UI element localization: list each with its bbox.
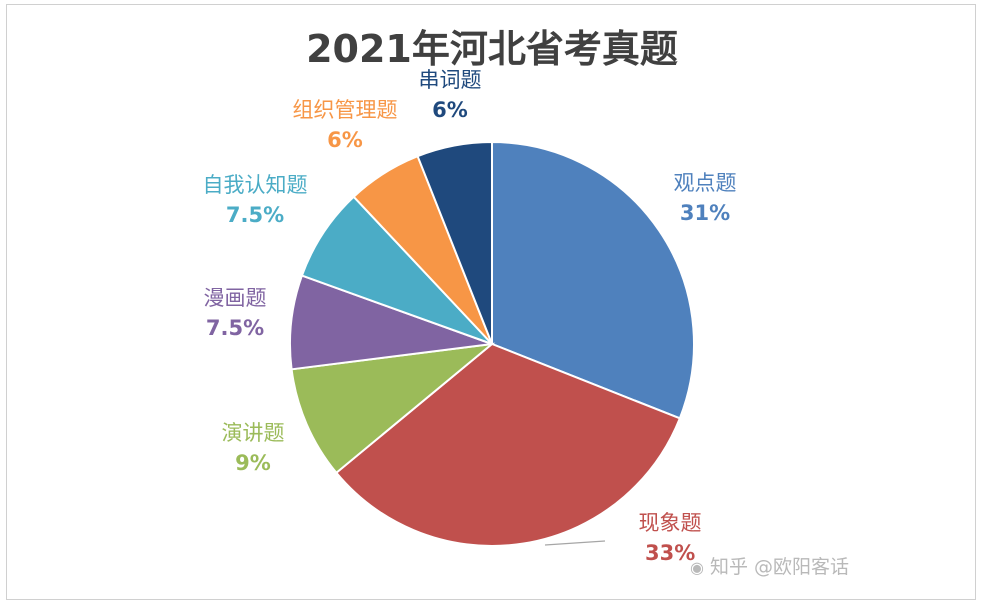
pie-slice-yanjiang <box>290 342 496 475</box>
pie-slice-xianxiang <box>334 342 682 547</box>
slice-name-yanjiang: 演讲题 <box>221 421 285 445</box>
slice-name-manhua: 漫画题 <box>203 286 267 310</box>
slice-label-xianxiang: 现象题 33% <box>615 508 725 568</box>
slice-value-guandian: 31% <box>679 201 731 225</box>
slice-value-yanjiang: 9% <box>235 451 271 475</box>
leader-line <box>544 540 606 546</box>
slice-name-xianxiang: 现象题 <box>638 511 702 535</box>
watermark-text: 知乎 @欧阳客话 <box>709 556 850 578</box>
slice-label-guandian: 观点题 31% <box>650 168 760 228</box>
pie-slice-ziwo <box>300 195 493 345</box>
slice-label-yanjiang: 演讲题 9% <box>198 418 308 478</box>
slice-value-manhua: 7.5% <box>205 316 265 340</box>
pie-slice-manhua <box>289 274 493 371</box>
pie-slice-chuanci <box>416 140 493 345</box>
slice-label-zuzhi: 组织管理题 6% <box>265 95 425 155</box>
watermark: ◉ 知乎 @欧阳客话 <box>690 552 849 579</box>
chart-title: 2021年河北省考真题 <box>306 27 678 71</box>
pie-slice-guandian <box>491 140 695 420</box>
slice-value-chuanci: 6% <box>432 98 468 122</box>
slice-name-ziwo: 自我认知题 <box>202 173 308 197</box>
slice-label-manhua: 漫画题 7.5% <box>180 283 290 343</box>
camera-icon: ◉ <box>690 558 704 577</box>
slice-label-chuanci: 串词题 6% <box>395 65 505 125</box>
slice-name-guandian: 观点题 <box>673 171 737 195</box>
slice-value-ziwo: 7.5% <box>225 203 285 227</box>
slice-name-chuanci: 串词题 <box>418 68 482 92</box>
slice-value-zuzhi: 6% <box>327 128 363 152</box>
slice-name-zuzhi: 组织管理题 <box>292 98 398 122</box>
slice-label-ziwo: 自我认知题 7.5% <box>180 170 330 230</box>
slice-value-xianxiang: 33% <box>645 541 696 565</box>
